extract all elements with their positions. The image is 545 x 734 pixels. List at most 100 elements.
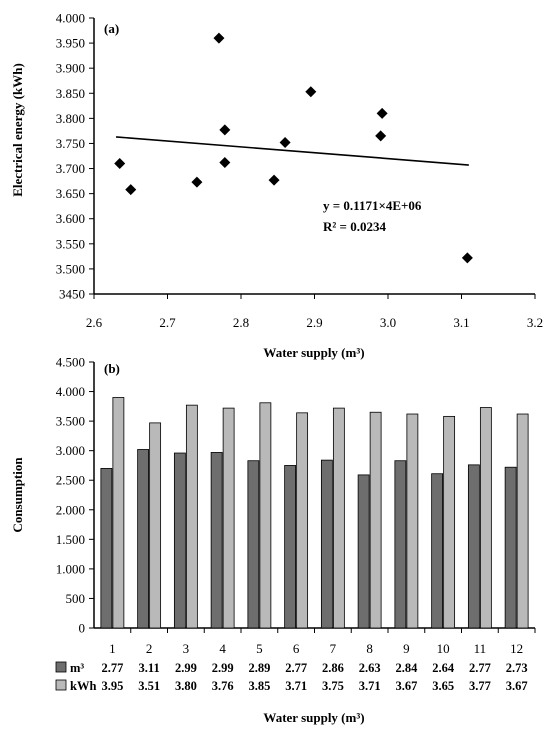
bar-kwh — [332, 407, 345, 629]
data-point — [114, 158, 126, 170]
bar-kwh — [185, 404, 198, 629]
bar-x-axis-title: Water supply (m³) — [263, 710, 364, 725]
x-tick-label: 3.0 — [380, 315, 396, 330]
table-cell: 3.95 — [101, 679, 123, 693]
bar-m3 — [210, 452, 223, 629]
y-tick-label: 3.700 — [56, 161, 85, 176]
x-tick-label: 3.2 — [527, 315, 543, 330]
y-tick-label: 3.900 — [56, 61, 85, 76]
y-tick-label: 500 — [66, 591, 86, 606]
x-tick-label: 6 — [293, 641, 300, 656]
bar-y-ticks: 0 500 1.000 1.500 2.000 2.500 3.000 3.500 4.000 4… — [56, 355, 94, 636]
y-tick-label: 3.850 — [56, 86, 85, 101]
table-cell: 2.89 — [248, 661, 270, 675]
legend-label: kWh — [70, 679, 96, 693]
table-cell: 2.77 — [285, 661, 307, 675]
x-tick-label: 3.1 — [453, 315, 469, 330]
table-cell: 3.67 — [395, 679, 417, 693]
y-tick-label: 3.550 — [56, 236, 85, 251]
bar-m3 — [431, 473, 444, 629]
legend-label: m³ — [70, 661, 84, 675]
y-tick-label: 3.800 — [56, 111, 85, 126]
data-point — [375, 130, 387, 142]
trendline — [115, 136, 469, 166]
data-point — [376, 107, 388, 119]
data-point — [268, 174, 280, 186]
x-tick-label: 11 — [474, 641, 487, 656]
bar-m3 — [100, 467, 113, 629]
data-table: m³ 2.77 3.11 2.99 2.99 2.89 2.77 2.86 2.63 2.84 2.… — [55, 661, 528, 693]
x-tick-label: 3 — [183, 641, 190, 656]
scatter-x-ticks: 2.6 2.7 2.8 2.9 3.0 3.1 3.2 — [86, 294, 543, 330]
data-point — [305, 86, 317, 98]
y-tick-label: 3.500 — [56, 261, 85, 276]
bar-m3 — [320, 459, 333, 629]
table-cell: 3.75 — [322, 679, 344, 693]
data-point — [219, 157, 231, 169]
bar-m3 — [467, 464, 480, 629]
bar-kwh — [296, 412, 309, 629]
scatter-y-axis-title: Electrical energy (kWh) — [10, 63, 25, 197]
scatter-panel-label: (a) — [104, 21, 119, 36]
trendline-equation: y = 0.1171×4E+06 — [323, 198, 422, 213]
bar-kwh — [443, 415, 456, 629]
table-cell: 2.77 — [469, 661, 491, 675]
table-cell: 3.67 — [506, 679, 528, 693]
y-tick-label: 4.000 — [56, 11, 85, 26]
table-cell: 3.77 — [469, 679, 491, 693]
bar-kwh — [149, 422, 162, 629]
table-cell: 3.65 — [432, 679, 454, 693]
data-point — [191, 176, 203, 188]
y-tick-label: 1.000 — [56, 561, 85, 576]
bar-m3 — [137, 449, 150, 629]
table-cell: 2.77 — [101, 661, 123, 675]
table-cell: 3.80 — [175, 679, 197, 693]
scatter-points — [114, 32, 473, 264]
bar-kwh — [406, 413, 419, 629]
y-tick-label: 2.500 — [56, 473, 85, 488]
table-cell: 3.76 — [212, 679, 234, 693]
bar-kwh — [112, 397, 125, 629]
bars — [100, 397, 529, 629]
scatter-x-axis-title: Water supply (m³) — [263, 345, 364, 360]
x-tick-label: 9 — [403, 641, 410, 656]
table-cell: 2.64 — [432, 661, 455, 675]
table-cell: 2.86 — [322, 661, 344, 675]
y-tick-label: 4.000 — [56, 384, 85, 399]
bar-panel: (b) 0 500 1.000 1.500 2.000 2.500 3.000 3.500 4.… — [10, 355, 536, 725]
table-cell: 3.85 — [248, 679, 270, 693]
bar-kwh — [259, 402, 272, 629]
x-tick-label: 8 — [366, 641, 373, 656]
bar-kwh — [222, 407, 235, 629]
data-point — [213, 32, 225, 44]
table-cell: 3.11 — [139, 661, 160, 675]
y-tick-label: 2.000 — [56, 502, 85, 517]
scatter-y-ticks: 3450 3.500 3.550 3.600 3.650 3.700 3.750 3.800 3… — [56, 11, 94, 302]
table-cell: 2.84 — [395, 661, 418, 675]
y-tick-label: 0 — [79, 621, 86, 636]
x-tick-label: 7 — [330, 641, 337, 656]
x-tick-label: 2.8 — [233, 315, 249, 330]
data-point — [461, 252, 473, 264]
y-tick-label: 3.650 — [56, 186, 85, 201]
scatter-panel: (a) 3450 3.500 3.550 3.600 3.650 3.700 3.750 3.… — [10, 11, 543, 361]
x-tick-label: 5 — [256, 641, 263, 656]
x-tick-label: 2.7 — [159, 315, 176, 330]
legend-swatch — [55, 661, 67, 673]
bar-kwh — [516, 413, 529, 629]
table-cell: 3.51 — [138, 679, 160, 693]
data-point — [279, 136, 291, 148]
bar-y-axis-title: Consumption — [10, 457, 25, 533]
data-point — [219, 124, 231, 136]
x-tick-label: 2.6 — [86, 315, 103, 330]
table-cell: 3.71 — [359, 679, 381, 693]
r-squared: R² = 0.0234 — [323, 219, 386, 234]
y-tick-label: 3.950 — [56, 36, 85, 51]
x-tick-label: 10 — [437, 641, 450, 656]
legend-swatch — [55, 679, 67, 691]
x-tick-label: 2.9 — [306, 315, 322, 330]
bar-m3 — [284, 465, 297, 629]
table-cell: 2.63 — [359, 661, 381, 675]
bar-m3 — [247, 460, 260, 629]
